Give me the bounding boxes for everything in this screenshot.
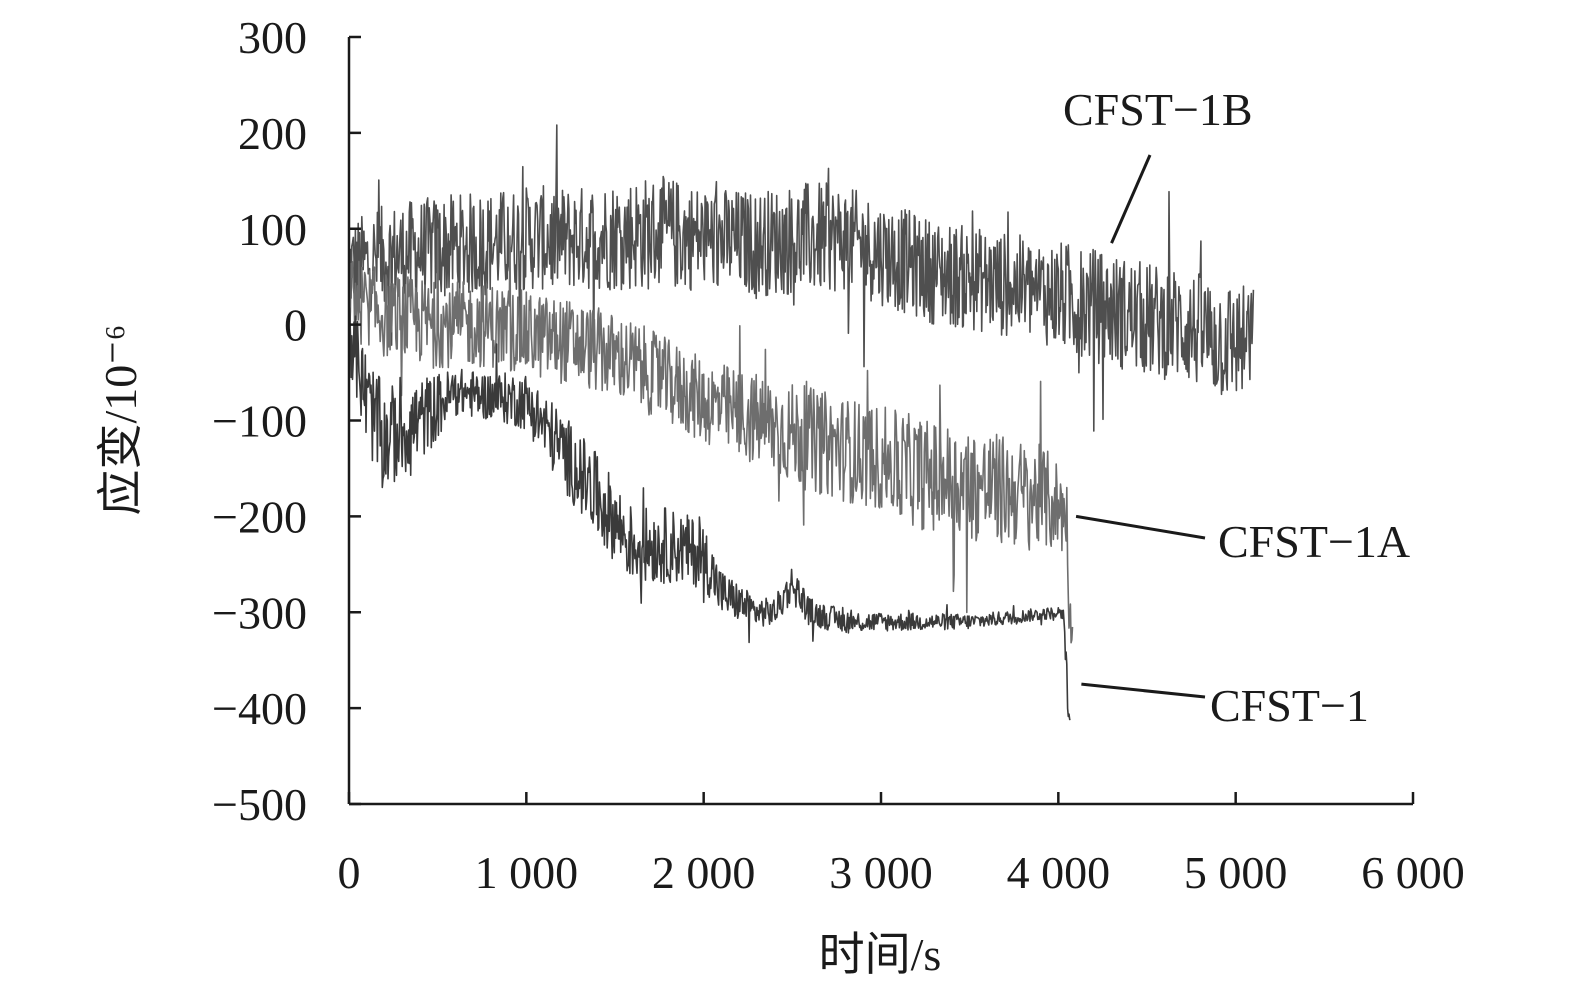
annotation-leader-line <box>1075 514 1206 540</box>
y-tick-label: 0 <box>284 300 307 351</box>
x-tick-label: 4 000 <box>1007 847 1111 898</box>
x-tick-label: 1 000 <box>475 847 579 898</box>
x-tick-label: 6 000 <box>1361 847 1465 898</box>
annotation-layer: CFST−1B CFST−1A CFST−1 <box>1063 84 1410 731</box>
series-label-CFST−1A: CFST−1A <box>1218 516 1410 567</box>
series-label-CFST−1: CFST−1 <box>1210 680 1369 731</box>
y-tick-label: −500 <box>212 779 307 830</box>
y-tick-label: 200 <box>238 108 307 159</box>
y-tick-label: −300 <box>212 587 307 638</box>
x-axis-title: 时间/s <box>819 929 942 980</box>
series-line-CFST−1 <box>348 307 1071 721</box>
axes-layer: 300 200 100 0 −100 −200 −300 −400 −500 0 1 000 2 00… <box>212 12 1465 898</box>
y-axis-title: 应变/10⁻⁶ <box>95 324 146 515</box>
annotation-leader-line <box>1110 154 1152 244</box>
y-tick-label: −100 <box>212 396 307 447</box>
x-tick-label: 5 000 <box>1184 847 1288 898</box>
series-line-CFST−1A <box>348 228 1074 644</box>
y-tick-label: 300 <box>238 12 307 63</box>
y-tick-label: −200 <box>212 491 307 542</box>
series-label-CFST−1B: CFST−1B <box>1063 84 1253 135</box>
series-layer <box>348 124 1255 721</box>
series-line-CFST−1B <box>348 124 1255 432</box>
x-tick-label: 3 000 <box>829 847 933 898</box>
y-tick-label: −400 <box>212 683 307 734</box>
annotation-leader-line <box>1081 682 1206 699</box>
y-tick-label: 100 <box>238 204 307 255</box>
x-tick-label: 0 <box>338 847 361 898</box>
x-tick-label: 2 000 <box>652 847 756 898</box>
